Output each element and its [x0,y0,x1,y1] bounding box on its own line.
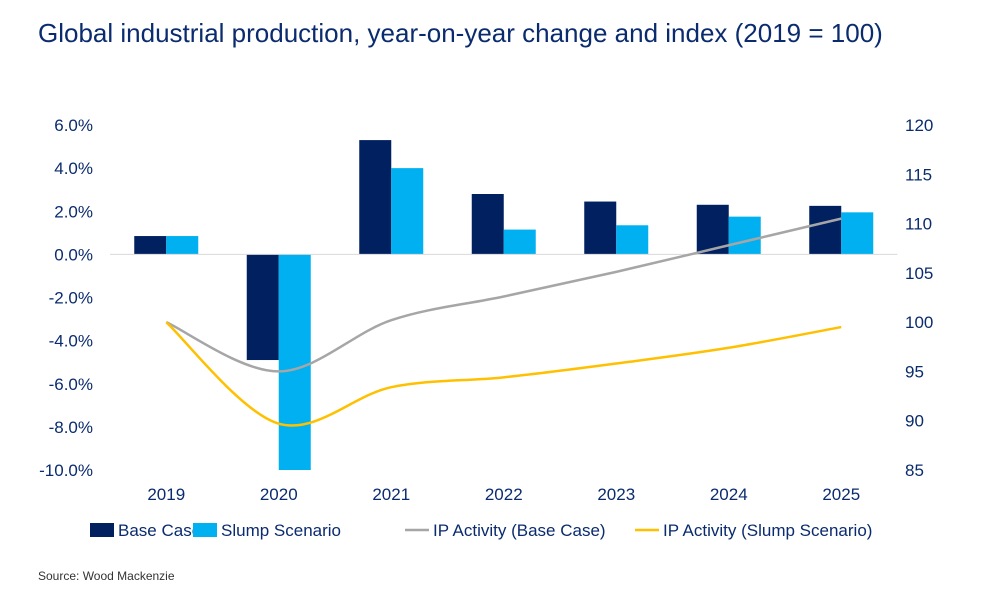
left-axis-tick-label: -4.0% [49,332,93,351]
right-axis-tick-label: 85 [905,461,924,480]
legend-label: Base Case [118,521,201,540]
bar-base-case [134,236,167,255]
right-axis-tick-label: 115 [905,165,932,184]
left-axis-tick-label: 2.0% [54,202,93,221]
legend-swatch [90,523,114,537]
legend-label: IP Activity (Slump Scenario) [663,521,872,540]
source-note: Source: Wood Mackenzie [38,569,175,583]
x-axis-tick-label: 2022 [485,485,523,504]
bar-base-case [359,140,392,255]
x-axis-tick-label: 2025 [822,485,860,504]
right-axis-tick-label: 90 [905,412,924,431]
bar-slump-scenario [841,212,874,255]
bar-base-case [584,201,617,255]
left-axis-tick-label: 6.0% [54,116,93,135]
line-ip-activity-slump-scenario- [165,321,842,427]
x-axis-tick-label: 2020 [260,485,298,504]
x-axis-tick-label: 2019 [147,485,185,504]
bar-slump-scenario [278,254,311,470]
right-axis-tick-label: 105 [905,264,933,283]
left-axis-tick-label: -8.0% [49,418,93,437]
left-axis-tick-label: 4.0% [54,159,93,178]
bar-base-case [246,254,279,361]
legend-label: IP Activity (Base Case) [433,521,606,540]
bar-slump-scenario [503,229,536,255]
legend-swatch [193,523,217,537]
left-axis-tick-label: -6.0% [49,375,93,394]
right-axis-tick-label: 120 [905,116,933,135]
left-axis-tick-label: -10.0% [39,461,93,480]
left-axis-tick-label: -2.0% [49,289,93,308]
x-axis-tick-label: 2024 [710,485,748,504]
left-axis-tick-label: 0.0% [54,245,93,264]
x-axis-tick-label: 2021 [372,485,410,504]
bar-base-case [471,194,504,255]
right-axis-tick-label: 95 [905,362,924,381]
bar-slump-scenario [728,216,761,255]
bar-base-case [809,205,842,255]
line-ip-activity-base-case- [165,217,842,373]
right-axis-tick-label: 110 [905,215,932,234]
right-axis-tick-label: 100 [905,313,933,332]
legend-label: Slump Scenario [221,521,341,540]
bar-slump-scenario [391,168,424,255]
bar-slump-scenario [616,225,649,255]
x-axis-tick-label: 2023 [597,485,635,504]
bar-slump-scenario [166,236,199,255]
chart-title: Global industrial production, year-on-ye… [38,18,883,48]
